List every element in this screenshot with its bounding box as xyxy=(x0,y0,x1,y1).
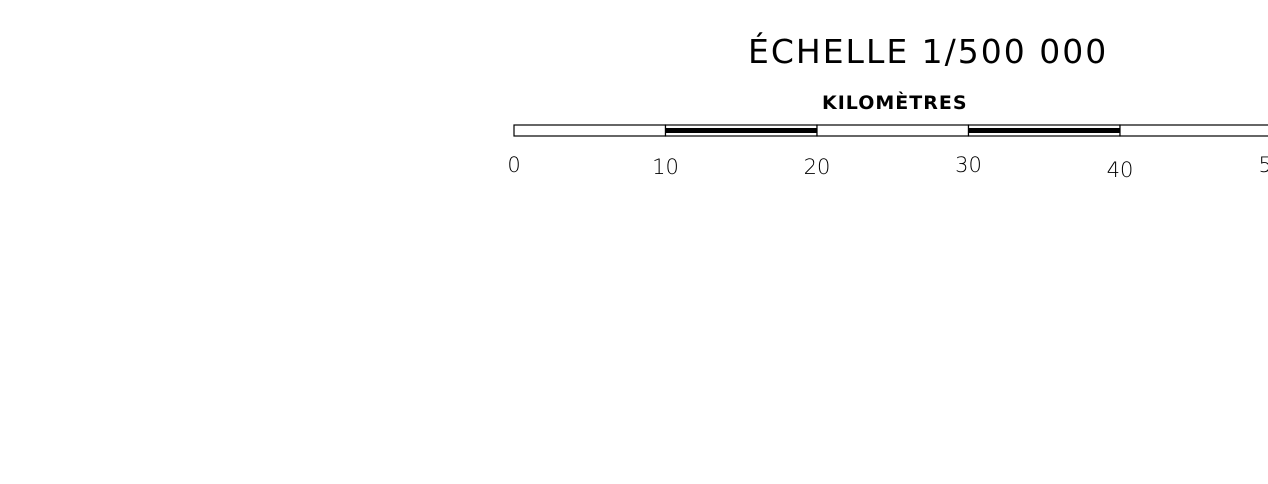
scale-segment-light-0 xyxy=(513,124,667,137)
scale-tick-label-0: 0 xyxy=(507,153,520,177)
scale-unit-label: KILOMÈTRES xyxy=(822,92,968,114)
scale-tick-label-3: 30 xyxy=(955,153,982,177)
scale-segment-light-4 xyxy=(1119,124,1268,137)
scale-segment-light-2 xyxy=(816,124,970,137)
scale-segment-band-1 xyxy=(665,128,817,133)
scale-tick-label-1: 10 xyxy=(652,155,679,179)
scale-title: ÉCHELLE 1/500 000 xyxy=(748,32,1109,71)
scale-bar-tick-labels: 0 10 20 30 40 5 xyxy=(507,153,1268,182)
scale-bar-segments xyxy=(513,124,1268,137)
scale-tick-label-2: 20 xyxy=(804,155,831,179)
scale-segment-band-3 xyxy=(968,128,1120,133)
scale-tick-label-4: 40 xyxy=(1107,158,1134,182)
scale-tick-label-5: 5 xyxy=(1259,153,1268,177)
